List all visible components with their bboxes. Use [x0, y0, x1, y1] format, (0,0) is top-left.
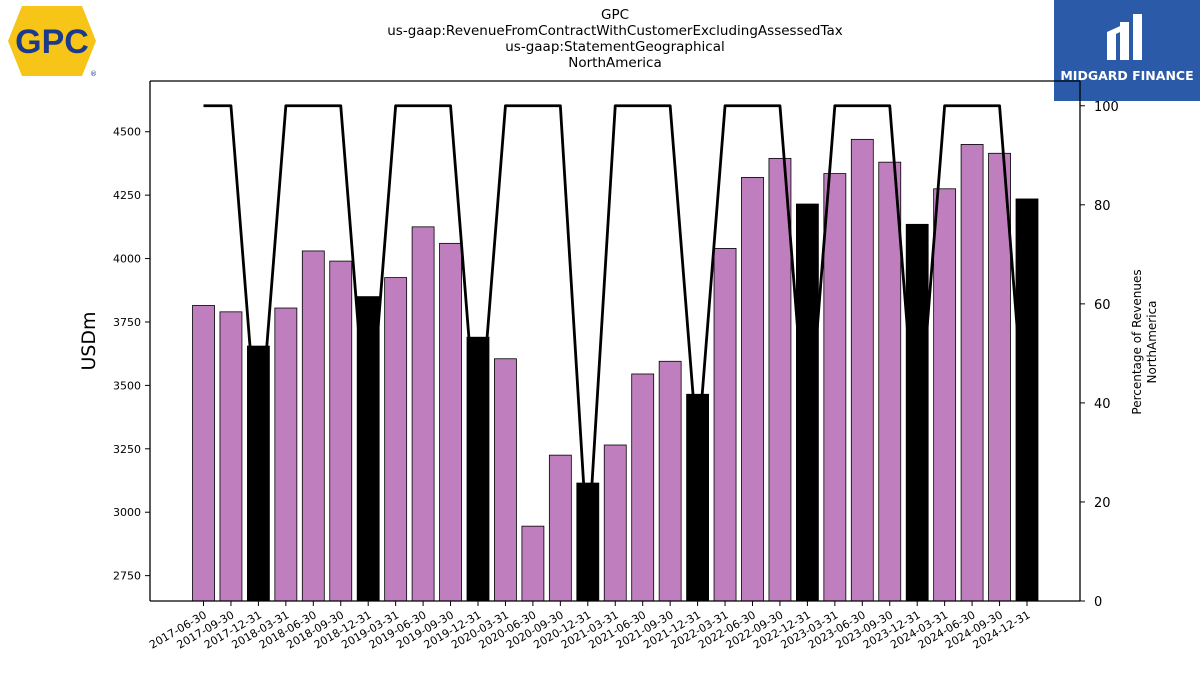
y-tick-label: 3000 — [113, 506, 141, 519]
y2-tick-label: 60 — [1094, 298, 1111, 313]
y-tick-label: 3750 — [113, 316, 141, 329]
bar-2017-09-30 — [219, 311, 243, 602]
bar-2023-12-31 — [905, 223, 929, 602]
bar-2019-12-31 — [466, 336, 490, 602]
bar-group — [192, 138, 1039, 602]
title-line-company: GPC — [600, 7, 630, 23]
gpc-logo-text: GPC — [15, 23, 89, 61]
percentage-line — [203, 104, 1029, 553]
y2-tick-label: 0 — [1094, 595, 1102, 610]
bar-2022-06-30 — [741, 176, 764, 602]
y2-tick-label: 80 — [1094, 199, 1111, 214]
line-group — [203, 104, 1029, 553]
chart-title: GPC us-gaap:RevenueFromContractWithCusto… — [315, 7, 915, 71]
bar-2020-09-30 — [548, 454, 572, 602]
bar-2019-06-30 — [411, 226, 435, 602]
bar-2020-03-31 — [494, 358, 517, 602]
bar-2024-06-30 — [960, 144, 984, 602]
bar-2021-09-30 — [658, 360, 682, 602]
y2-tick-label: 40 — [1094, 397, 1111, 412]
midgard-logo-text: MIDGARD FINANCE — [1060, 68, 1194, 83]
bar-2022-09-30 — [768, 157, 792, 602]
y-tick-label: 3250 — [113, 443, 141, 456]
title-line-statement: us-gaap:StatementGeographical — [505, 39, 725, 55]
y-tick-label: 4500 — [113, 126, 141, 139]
bar-2021-12-31 — [686, 393, 709, 602]
y-tick-label: 4000 — [113, 253, 141, 266]
y2-axis-label-line: Percentage of Revenues — [1130, 269, 1144, 414]
y-axis-label: USDm — [78, 311, 100, 370]
midgard-finance-logo: MIDGARD FINANCE — [1054, 0, 1200, 101]
bar-2023-09-30 — [878, 161, 902, 602]
bar-2018-03-31 — [274, 307, 298, 602]
bar-2019-09-30 — [439, 242, 462, 602]
bar-2021-03-31 — [603, 444, 627, 602]
gpc-registered-mark: ® — [90, 70, 97, 78]
y2-axis-label-line: NorthAmerica — [1145, 300, 1159, 383]
midgard-mark-icon — [1107, 14, 1142, 60]
gpc-logo: GPC ® — [8, 6, 97, 78]
title-line-segment: NorthAmerica — [568, 55, 662, 71]
bar-2017-06-30 — [192, 305, 215, 602]
bar-2022-12-31 — [796, 203, 819, 602]
y-tick-label: 3500 — [113, 379, 141, 392]
bar-2017-12-31 — [246, 345, 270, 602]
bar-2018-09-30 — [329, 260, 353, 602]
bar-2024-03-31 — [933, 188, 957, 602]
y-tick-label: 2750 — [113, 570, 141, 583]
bar-2021-06-30 — [631, 373, 655, 602]
bar-2023-06-30 — [850, 138, 874, 602]
bar-2024-12-31 — [1015, 198, 1039, 602]
bar-2022-03-31 — [713, 248, 737, 602]
bar-2019-03-31 — [384, 277, 408, 602]
bar-2020-06-30 — [521, 525, 545, 602]
bar-2018-06-30 — [301, 250, 325, 602]
y2-tick-label: 100 — [1094, 100, 1119, 115]
title-line-concept: us-gaap:RevenueFromContractWithCustomerE… — [387, 23, 843, 39]
y2-tick-label: 20 — [1094, 496, 1111, 511]
bar-2023-03-31 — [823, 173, 847, 602]
y-tick-label: 4250 — [113, 189, 141, 202]
